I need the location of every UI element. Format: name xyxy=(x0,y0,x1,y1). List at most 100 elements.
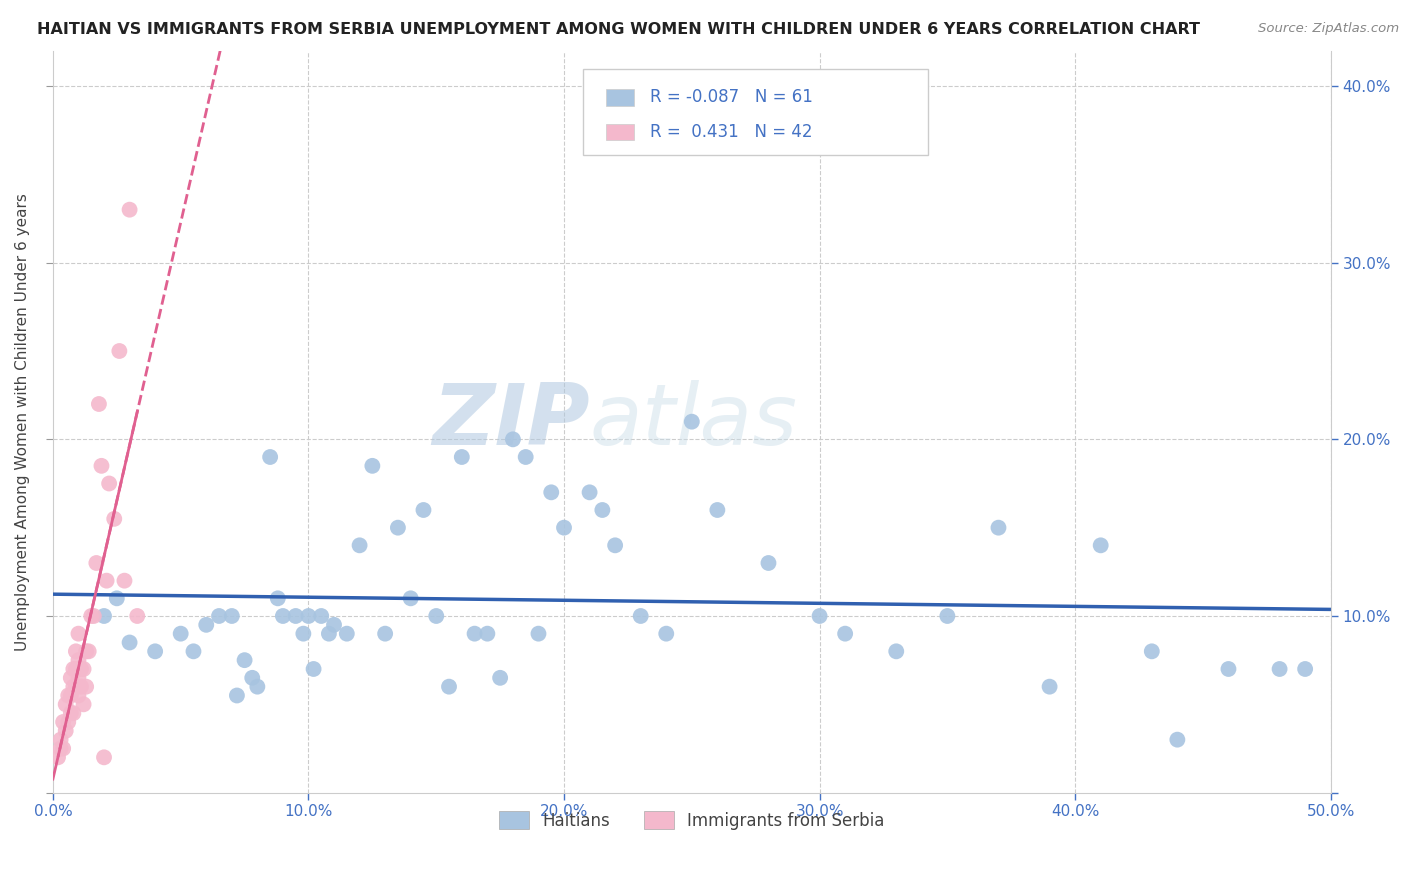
Point xyxy=(80,609,103,624)
Point xyxy=(67,671,90,685)
Point xyxy=(114,574,136,588)
Point xyxy=(1218,662,1240,676)
Point xyxy=(62,680,84,694)
Point xyxy=(502,433,524,447)
Text: Source: ZipAtlas.com: Source: ZipAtlas.com xyxy=(1258,22,1399,36)
Point xyxy=(65,680,87,694)
Point xyxy=(118,202,141,217)
Point xyxy=(75,644,97,658)
Point xyxy=(55,723,77,738)
Point xyxy=(105,591,128,606)
Point xyxy=(1294,662,1316,676)
Point xyxy=(59,706,82,721)
Point xyxy=(59,671,82,685)
Point xyxy=(226,689,249,703)
Point xyxy=(67,689,90,703)
Text: HAITIAN VS IMMIGRANTS FROM SERBIA UNEMPLOYMENT AMONG WOMEN WITH CHILDREN UNDER 6: HAITIAN VS IMMIGRANTS FROM SERBIA UNEMPL… xyxy=(37,22,1201,37)
Point xyxy=(706,503,728,517)
Point xyxy=(90,458,112,473)
Point xyxy=(72,662,94,676)
Point xyxy=(67,626,90,640)
Point xyxy=(65,644,87,658)
Point xyxy=(309,609,332,624)
Point xyxy=(259,450,281,464)
Point xyxy=(127,609,149,624)
Point xyxy=(49,732,72,747)
Point xyxy=(183,644,205,658)
Point xyxy=(987,521,1010,535)
FancyBboxPatch shape xyxy=(606,124,634,140)
Point xyxy=(52,714,75,729)
Point xyxy=(302,662,325,676)
Point xyxy=(195,617,218,632)
Point xyxy=(70,662,93,676)
Point xyxy=(70,680,93,694)
Point xyxy=(489,671,512,685)
Point xyxy=(464,626,486,640)
Point xyxy=(271,609,294,624)
Point xyxy=(425,609,447,624)
Point xyxy=(527,626,550,640)
Point xyxy=(591,503,613,517)
Point xyxy=(437,680,460,694)
Point xyxy=(93,750,115,764)
Point xyxy=(77,644,100,658)
Point xyxy=(86,556,108,570)
Point xyxy=(284,609,307,624)
Point xyxy=(108,344,131,359)
Point xyxy=(118,635,141,649)
Point xyxy=(1140,644,1163,658)
Point xyxy=(67,653,90,667)
Point xyxy=(72,698,94,712)
Point xyxy=(387,521,409,535)
Point xyxy=(412,503,434,517)
Point xyxy=(1039,680,1062,694)
Text: atlas: atlas xyxy=(589,380,797,463)
Legend: Haitians, Immigrants from Serbia: Haitians, Immigrants from Serbia xyxy=(492,805,891,837)
Point xyxy=(540,485,562,500)
Point xyxy=(46,750,69,764)
Point xyxy=(292,626,315,640)
Point xyxy=(55,698,77,712)
Point xyxy=(834,626,856,640)
Point xyxy=(884,644,907,658)
Point xyxy=(93,609,115,624)
Point xyxy=(399,591,422,606)
Point xyxy=(59,689,82,703)
Point xyxy=(246,680,269,694)
Point xyxy=(605,538,627,552)
Point xyxy=(936,609,959,624)
Point xyxy=(52,741,75,756)
Point xyxy=(267,591,290,606)
Point xyxy=(349,538,371,552)
Point xyxy=(233,653,256,667)
Point xyxy=(477,626,499,640)
Point xyxy=(1268,662,1291,676)
Point xyxy=(49,741,72,756)
Point xyxy=(361,458,384,473)
Point xyxy=(515,450,537,464)
Point xyxy=(630,609,652,624)
Point xyxy=(58,714,80,729)
Point xyxy=(83,609,105,624)
Point xyxy=(62,662,84,676)
Point xyxy=(58,689,80,703)
FancyBboxPatch shape xyxy=(583,70,928,154)
Point xyxy=(318,626,340,640)
Y-axis label: Unemployment Among Women with Children Under 6 years: Unemployment Among Women with Children U… xyxy=(15,193,30,650)
Point xyxy=(221,609,243,624)
Point xyxy=(336,626,359,640)
Point xyxy=(170,626,193,640)
Point xyxy=(297,609,319,624)
Point xyxy=(75,680,97,694)
Point xyxy=(98,476,121,491)
Point xyxy=(323,617,346,632)
FancyBboxPatch shape xyxy=(606,89,634,105)
Point xyxy=(240,671,263,685)
Point xyxy=(808,609,831,624)
Point xyxy=(578,485,600,500)
Point xyxy=(87,397,110,411)
Point xyxy=(374,626,396,640)
Point xyxy=(450,450,472,464)
Point xyxy=(62,706,84,721)
